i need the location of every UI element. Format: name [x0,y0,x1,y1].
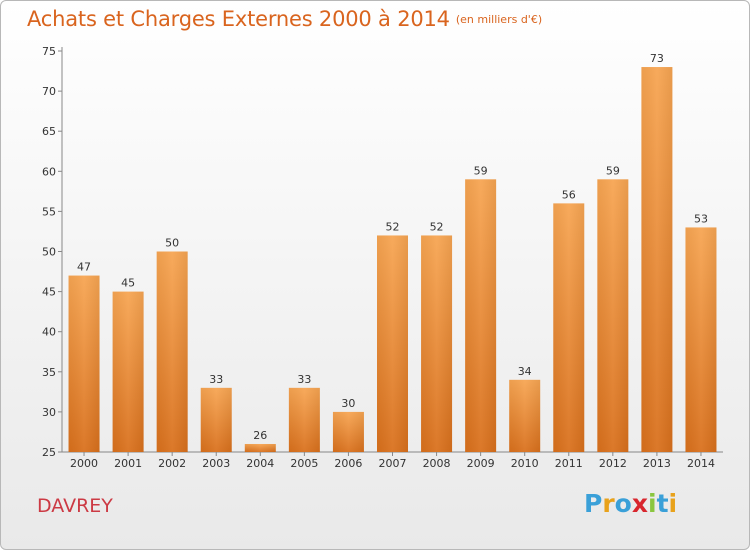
x-tick-label: 2013 [643,457,671,470]
y-tick-label: 70 [42,85,56,98]
city-name: DAVREY [37,495,113,517]
x-tick-label: 2007 [379,457,407,470]
chart-title: Achats et Charges Externes 2000 à 2014 (e… [27,7,543,31]
data-label-2008: 52 [430,220,444,233]
bar-shade-2006 [332,411,364,452]
logo-letter: i [648,489,657,518]
logo-letter: o [614,489,632,518]
y-tick-label: 40 [42,326,56,339]
x-tick-label: 2006 [334,457,362,470]
data-label-2000: 47 [77,261,91,274]
bar-shade-2008 [421,235,453,452]
bar-shade-2010 [509,379,541,452]
x-tick-label: 2001 [114,457,142,470]
data-label-2012: 59 [606,164,620,177]
x-tick-label: 2012 [599,457,627,470]
logo-letter: t [656,489,669,518]
data-label-2005: 33 [297,373,311,386]
y-tick-label: 35 [42,366,56,379]
y-tick-label: 30 [42,406,56,419]
y-tick-label: 60 [42,165,56,178]
x-tick-label: 2004 [246,457,274,470]
data-label-2013: 73 [650,52,664,65]
chart-labels: 2000 47 2001 45 2002 50 2003 33 2004 26 2005 33 2006… [70,52,715,470]
x-tick-label: 2010 [511,457,539,470]
x-tick-label: 2005 [290,457,318,470]
data-label-2006: 30 [341,397,355,410]
y-tick-label: 25 [42,446,56,459]
x-tick-label: 2002 [158,457,186,470]
chart-bars [68,67,717,452]
data-label-2002: 50 [165,237,179,250]
data-label-2003: 33 [209,373,223,386]
bar-shade-2004 [244,443,276,452]
logo-letter: P [584,489,603,518]
data-label-2009: 59 [474,164,488,177]
y-tick-label: 45 [42,286,56,299]
bar-shade-2007 [377,235,408,452]
bar-shade-2013 [641,67,673,452]
bar-shade-2009 [465,179,497,452]
bar-shade-2003 [200,387,232,452]
x-tick-label: 2009 [467,457,495,470]
logo-letter: i [668,489,678,518]
x-tick-label: 2014 [687,457,715,470]
y-tick-label: 65 [42,125,56,138]
bar-shade-2014 [685,227,717,452]
bar-shade-2012 [597,179,629,452]
bar-shade-2000 [68,275,100,452]
y-tick-label: 50 [42,246,56,259]
bar-shade-2002 [156,251,188,452]
data-label-2014: 53 [694,212,708,225]
logo-letter: r [602,489,615,518]
data-label-2007: 52 [386,220,400,233]
data-label-2001: 45 [121,277,135,290]
proxiti-logo: Proxiti [584,489,677,518]
data-label-2004: 26 [253,429,267,442]
y-tick-label: 55 [42,205,56,218]
data-label-2010: 34 [518,365,532,378]
logo-letter: x [631,489,648,518]
bar-shade-2001 [112,291,144,452]
x-tick-label: 2000 [70,457,98,470]
data-label-2011: 56 [562,188,576,201]
bar-shade-2005 [288,387,320,452]
chart-subtitle: (en milliers d'€) [455,13,543,26]
y-tick-label: 75 [42,45,56,58]
x-tick-label: 2003 [202,457,230,470]
x-tick-label: 2011 [555,457,583,470]
x-tick-label: 2008 [423,457,451,470]
bar-shade-2011 [553,203,585,452]
